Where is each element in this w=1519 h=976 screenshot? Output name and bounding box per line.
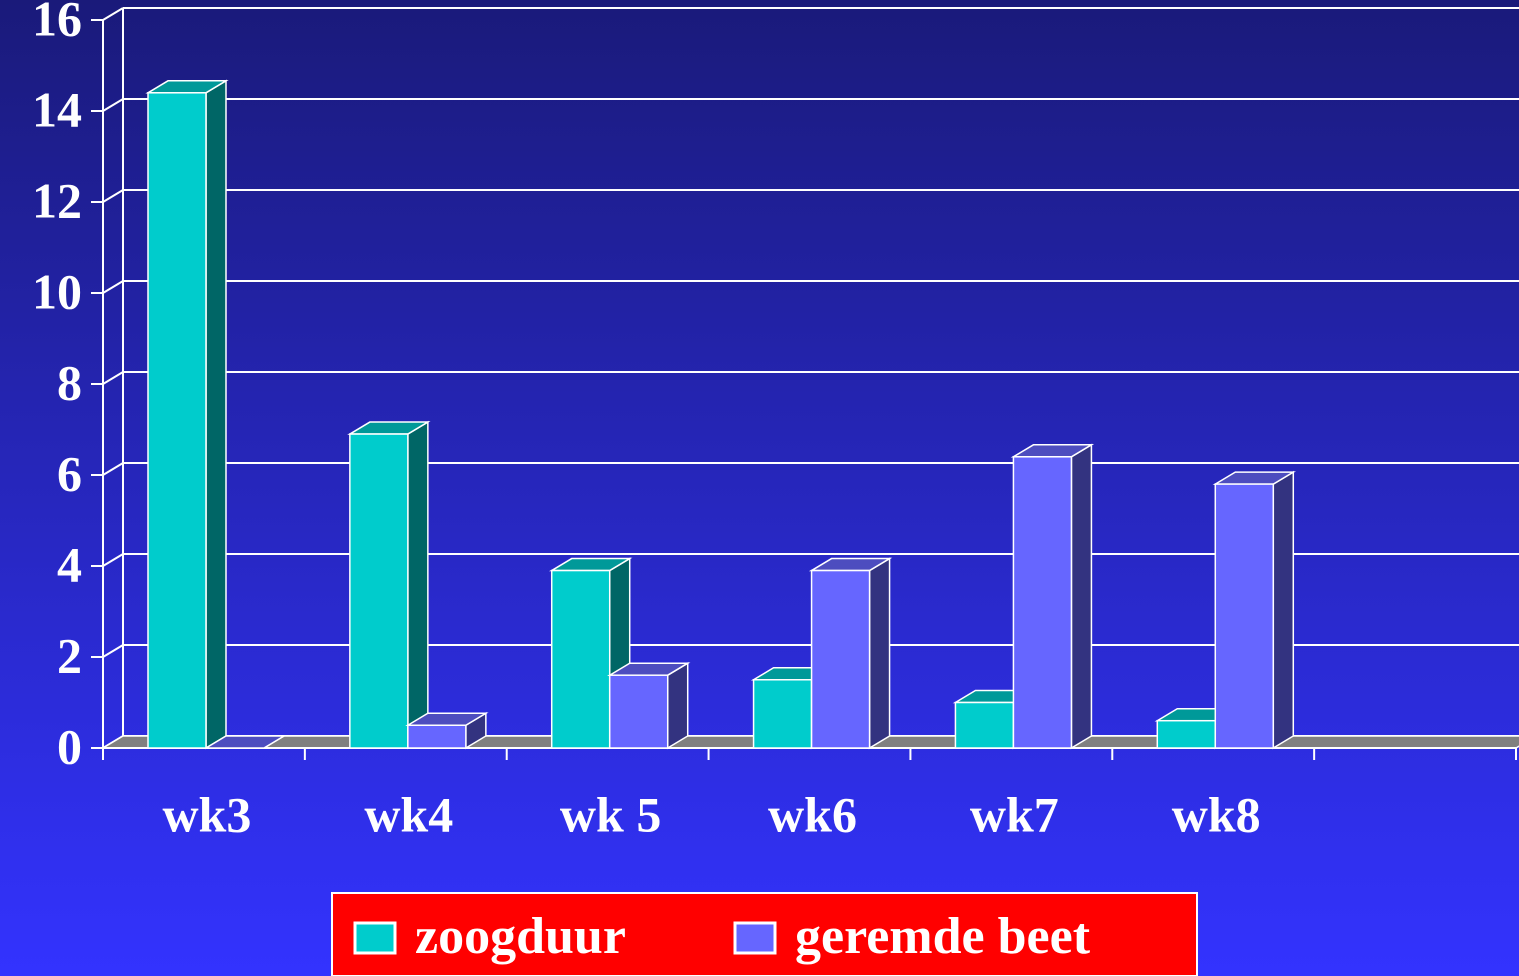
legend-swatch	[733, 921, 777, 955]
bar	[808, 557, 893, 750]
y-tick-label: 10	[32, 263, 82, 319]
grid-line-side	[102, 553, 124, 567]
bar-front	[407, 724, 467, 749]
legend-box	[331, 892, 1198, 976]
bar	[1212, 470, 1296, 750]
bar-front	[954, 701, 1015, 749]
y-tick-label: 4	[57, 536, 82, 592]
bar-side	[666, 661, 689, 750]
legend-label: zoogduur	[415, 908, 626, 965]
bar-front	[752, 679, 813, 749]
bar-front	[608, 674, 669, 749]
bar-front	[1214, 483, 1275, 749]
bar-side	[205, 79, 227, 750]
grid-line-side	[102, 189, 124, 203]
grid-line-side	[102, 462, 124, 476]
legend-label: geremde beet	[795, 908, 1091, 965]
legend: zoogduur geremde beet	[331, 892, 1198, 976]
y-tick-label: 14	[32, 81, 82, 137]
y-tick-label: 2	[57, 627, 82, 683]
bar-front	[349, 433, 409, 749]
bar	[1010, 443, 1095, 750]
grid-line-side	[102, 98, 124, 112]
x-tick-label: wk3	[162, 786, 251, 842]
y-tick-label: 8	[57, 354, 82, 410]
bar	[347, 420, 431, 750]
y-tick-label: 12	[32, 172, 82, 228]
grid-line-side	[102, 280, 124, 294]
x-tick-label: wk4	[364, 786, 453, 842]
y-tick-label: 6	[57, 445, 82, 501]
x-tick-label: wk 5	[560, 786, 661, 842]
bar-front	[1156, 719, 1217, 749]
bar-front	[810, 569, 871, 749]
grid-line-side	[102, 371, 124, 385]
y-tick-label: 16	[32, 0, 82, 46]
bar-side	[407, 420, 429, 750]
bar-front	[147, 92, 207, 749]
bar	[203, 735, 287, 749]
y-tick-label: 0	[57, 718, 82, 774]
bar-top	[203, 735, 287, 749]
x-tick-label: wk8	[1172, 786, 1261, 842]
bar-front	[550, 569, 611, 749]
bar-side	[868, 557, 891, 750]
grid-line-side	[102, 7, 124, 21]
bar-front	[1012, 456, 1073, 749]
bar	[607, 661, 691, 750]
grid-line-side	[102, 644, 124, 658]
legend-swatch	[353, 921, 397, 955]
x-tick-label: wk7	[970, 786, 1059, 842]
x-tick-label: wk6	[768, 786, 857, 842]
bar	[145, 79, 229, 750]
bar-side	[1070, 443, 1093, 750]
bar-side	[1272, 470, 1295, 750]
bar	[405, 711, 489, 750]
